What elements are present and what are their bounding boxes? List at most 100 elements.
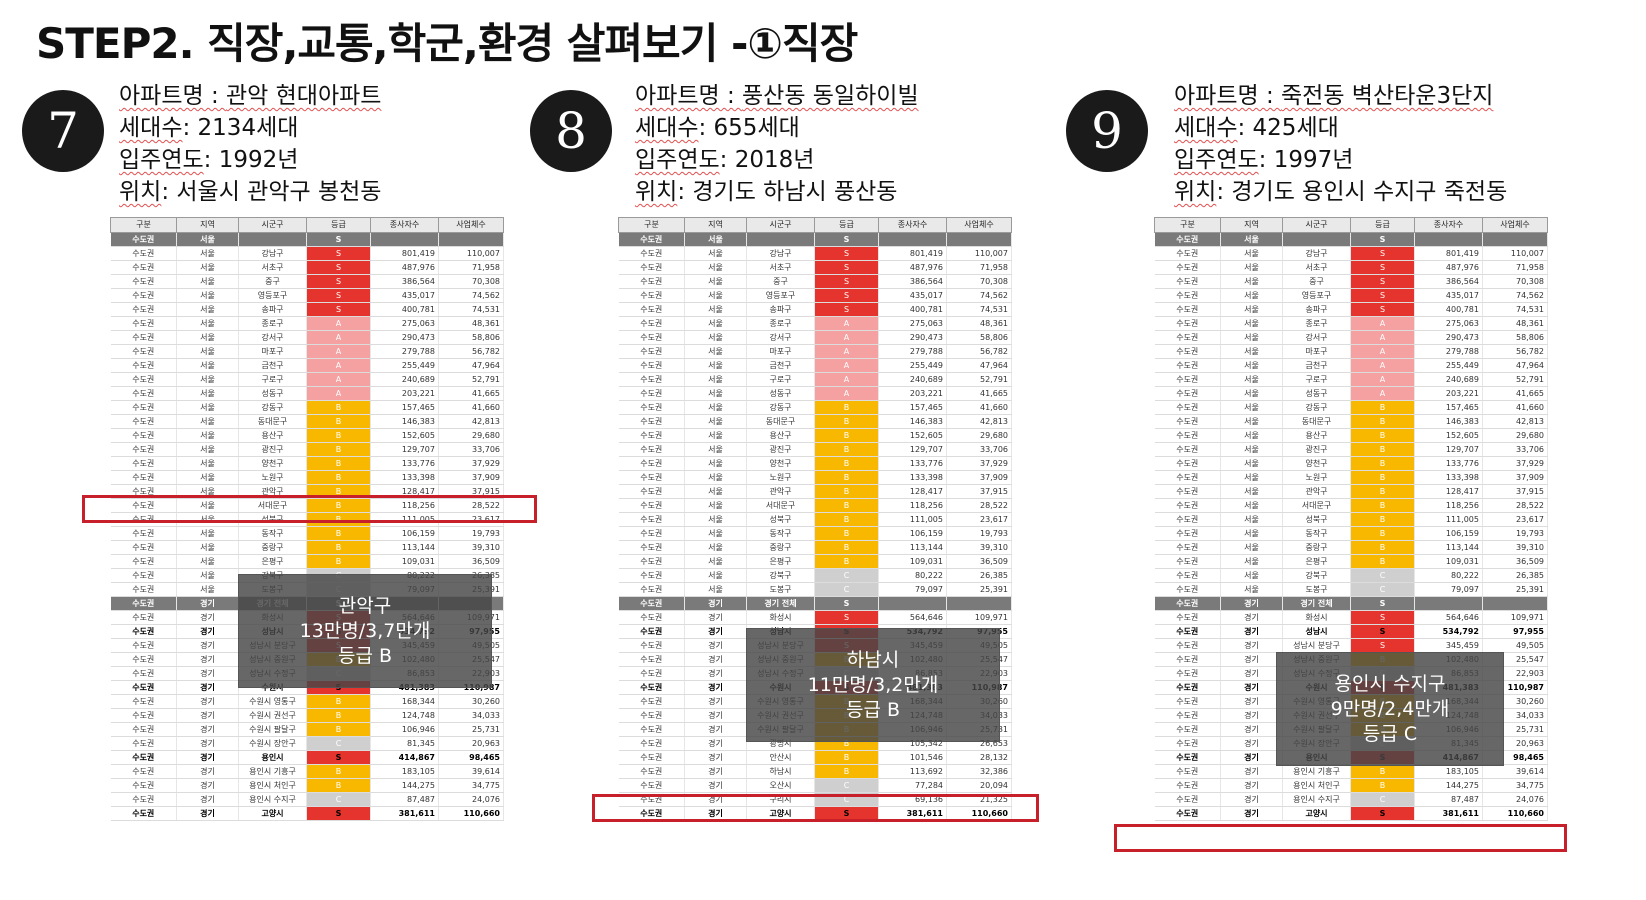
- businesses-cell: 47,964: [1482, 358, 1548, 373]
- region-group-cell: 수도권: [1154, 540, 1221, 555]
- region-cell: 서울: [684, 288, 747, 303]
- region-cell: 서울: [684, 414, 747, 429]
- overlay-line: 등급 C: [1362, 722, 1418, 745]
- region-group-cell: 수도권: [110, 596, 177, 611]
- region-group-cell: 수도권: [618, 414, 685, 429]
- table-row: 수도권 서울 금천구 A 255,449 47,964: [618, 358, 1012, 373]
- businesses-cell: 23,617: [946, 512, 1012, 527]
- units-line-label: 세대수: [119, 115, 183, 141]
- table-row: 수도권 서울 금천구 A 255,449 47,964: [1154, 358, 1548, 373]
- name-line: 아파트명 : 풍산동 동일하이빌: [635, 80, 919, 112]
- region-group-cell: 수도권: [110, 414, 177, 429]
- district-cell: 서대문구: [1282, 498, 1351, 513]
- region-group-cell: 수도권: [1154, 638, 1221, 653]
- workers-cell: 133,776: [1414, 456, 1483, 471]
- grade-cell: S: [1350, 302, 1415, 317]
- region-cell: 경기: [1220, 638, 1283, 653]
- table-row: 수도권 서울 강서구 A 290,473 58,806: [1154, 330, 1548, 345]
- district-cell: 강남구: [1282, 246, 1351, 261]
- column-header: 시군구: [746, 217, 815, 233]
- region-group-cell: 수도권: [110, 260, 177, 275]
- businesses-cell: 52,791: [1482, 372, 1548, 387]
- grade-cell: B: [814, 484, 879, 499]
- region-group-cell: 수도권: [110, 582, 177, 597]
- businesses-cell: 26,385: [1482, 568, 1548, 583]
- district-cell: 영등포구: [746, 288, 815, 303]
- region-group-cell: 수도권: [110, 330, 177, 345]
- region-cell: 서울: [176, 344, 239, 359]
- businesses-cell: 71,958: [1482, 260, 1548, 275]
- workers-cell: 133,398: [370, 470, 439, 485]
- region-group-cell: 수도권: [618, 232, 685, 247]
- district-cell: [1282, 232, 1351, 247]
- district-cell: 용인시: [238, 750, 307, 765]
- workers-cell: 386,564: [370, 274, 439, 289]
- grade-cell: S: [306, 260, 371, 275]
- region-cell: 서울: [1220, 302, 1283, 317]
- region-group-cell: 수도권: [1154, 694, 1221, 709]
- region-group-cell: 수도권: [618, 652, 685, 667]
- region-cell: 서울: [176, 316, 239, 331]
- region-cell: 서울: [1220, 526, 1283, 541]
- number-badge: 7: [22, 90, 104, 172]
- region-cell: 서울: [1220, 456, 1283, 471]
- region-cell: 서울: [176, 512, 239, 527]
- region-group-cell: 수도권: [110, 666, 177, 681]
- region-cell: 서울: [684, 232, 747, 247]
- district-cell: 은평구: [1282, 554, 1351, 569]
- region-group-cell: 수도권: [1154, 624, 1221, 639]
- region-group-cell: 수도권: [618, 274, 685, 289]
- region-cell: 경기: [176, 652, 239, 667]
- grade-cell: S: [306, 750, 371, 765]
- region-group-cell: 수도권: [1154, 470, 1221, 485]
- businesses-cell: 41,660: [438, 400, 504, 415]
- district-cell: 동작구: [746, 526, 815, 541]
- businesses-cell: 29,680: [1482, 428, 1548, 443]
- district-cell: 중랑구: [238, 540, 307, 555]
- grade-cell: B: [1350, 442, 1415, 457]
- region-group-cell: 수도권: [618, 540, 685, 555]
- region-group-cell: 수도권: [1154, 330, 1221, 345]
- region-cell: 서울: [684, 512, 747, 527]
- region-cell: 경기: [1220, 722, 1283, 737]
- businesses-cell: 36,509: [438, 554, 504, 569]
- district-cell: 노원구: [238, 470, 307, 485]
- region-cell: 서울: [684, 470, 747, 485]
- district-cell: 송파구: [746, 302, 815, 317]
- region-group-cell: 수도권: [1154, 736, 1221, 751]
- region-cell: 경기: [684, 750, 747, 765]
- grade-cell: C: [1350, 568, 1415, 583]
- table-row: 수도권 경기 용인시 수지구 C 87,487 24,076: [1154, 792, 1548, 807]
- grade-cell: A: [306, 344, 371, 359]
- region-cell: 서울: [1220, 330, 1283, 345]
- businesses-cell: [438, 232, 504, 247]
- district-cell: 강동구: [1282, 400, 1351, 415]
- businesses-cell: [1482, 596, 1548, 611]
- workers-cell: 129,707: [878, 442, 947, 457]
- column-header: 지역: [684, 217, 747, 233]
- table-row: 수도권 서울 광진구 B 129,707 33,706: [110, 442, 504, 457]
- district-cell: 강남구: [238, 246, 307, 261]
- grade-cell: B: [306, 526, 371, 541]
- table-row: 수도권 경기 용인시 기흥구 B 183,105 39,614: [110, 764, 504, 779]
- region-group-cell: 수도권: [618, 694, 685, 709]
- region-cell: 서울: [684, 386, 747, 401]
- region-group-cell: 수도권: [110, 764, 177, 779]
- region-group-cell: 수도권: [1154, 750, 1221, 765]
- workers-cell: 203,221: [878, 386, 947, 401]
- workers-cell: [370, 232, 439, 247]
- workers-cell: 386,564: [878, 274, 947, 289]
- table-row: 수도권 서울 송파구 S 400,781 74,531: [618, 302, 1012, 317]
- businesses-cell: 24,076: [438, 792, 504, 807]
- region-group-cell: 수도권: [110, 694, 177, 709]
- region-group-cell: 수도권: [110, 498, 177, 513]
- district-cell: 마포구: [238, 344, 307, 359]
- businesses-cell: 56,782: [438, 344, 504, 359]
- district-cell: 성동구: [238, 386, 307, 401]
- workers-cell: 111,005: [370, 512, 439, 527]
- table-row: 수도권 경기 고양시 S 381,611 110,660: [1154, 806, 1548, 821]
- overlay-line: 9만명/2,4만개: [1330, 697, 1450, 720]
